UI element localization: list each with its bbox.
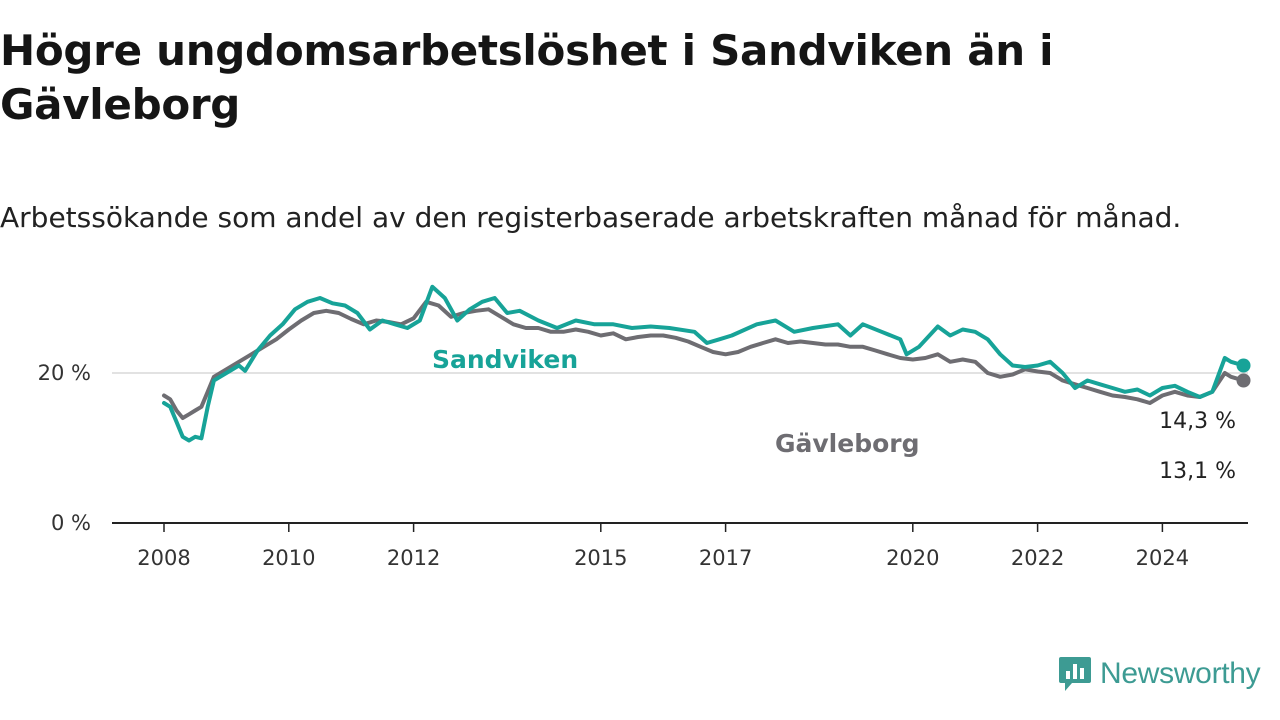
- brand-name: Newsworthy: [1100, 657, 1261, 690]
- x-tick-label: 2017: [699, 546, 752, 570]
- series-line-gävleborg: [162, 299, 1246, 420]
- x-tick-label: 2010: [262, 546, 315, 570]
- x-axis: [112, 522, 1248, 532]
- y-tick-label: 20 %: [38, 361, 91, 385]
- bar-chart-logo-icon: [1059, 657, 1091, 691]
- end-point-gävleborg: [1236, 373, 1251, 388]
- x-tick-label: 2022: [1011, 546, 1064, 570]
- y-tick-label: 0 %: [51, 511, 91, 535]
- series-line-sandviken: [162, 284, 1246, 443]
- x-tick-label: 2020: [886, 546, 939, 570]
- chart-subtitle: Arbetssökande som andel av den registerb…: [0, 201, 1182, 234]
- end-value-label: 13,1 %: [1159, 459, 1236, 484]
- end-point-sandviken: [1236, 358, 1251, 373]
- series-label-gavleborg: Gävleborg: [775, 429, 920, 458]
- series-label-sandviken: Sandviken: [432, 345, 578, 374]
- chart-labels: 0 % 20 % 2008 2010 2012 2015 2017 2020 2022 2024 S…: [38, 343, 1236, 571]
- x-tick-label: 2012: [387, 546, 440, 570]
- chart-title: Högre ungdomsarbetslöshet i Sandviken än…: [0, 26, 1054, 129]
- newsworthy-logo: Newsworthy: [1058, 654, 1261, 694]
- end-value-label: 14,3 %: [1159, 409, 1236, 434]
- x-tick-label: 2024: [1136, 546, 1189, 570]
- x-tick-label: 2008: [137, 546, 190, 570]
- series-lines: [162, 284, 1251, 443]
- x-tick-label: 2015: [574, 546, 627, 570]
